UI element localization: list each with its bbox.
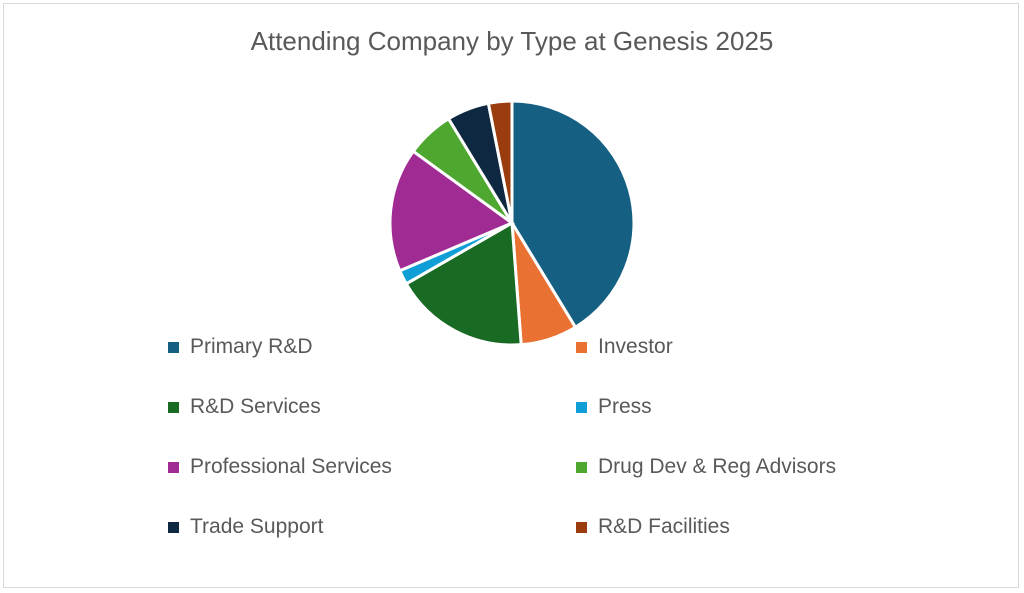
legend-swatch	[168, 461, 179, 473]
legend-swatch	[576, 401, 587, 413]
legend-item: R&D Services	[168, 395, 321, 419]
legend-label: R&D Services	[190, 395, 321, 418]
legend-swatch	[576, 461, 587, 473]
legend-item: R&D Facilities	[576, 515, 730, 539]
legend-swatch	[168, 521, 179, 533]
legend-label: Drug Dev & Reg Advisors	[598, 455, 837, 478]
legend-label: R&D Facilities	[598, 515, 730, 538]
pie-slice-r-d-services	[404, 220, 523, 347]
pie-slice-r-d-facilities	[486, 99, 514, 224]
legend-label: Investor	[598, 335, 673, 358]
legend-swatch	[576, 521, 587, 533]
legend-item: Drug Dev & Reg Advisors	[576, 455, 836, 479]
legend-swatch	[576, 341, 587, 353]
pie-slice-professional-services	[388, 149, 516, 273]
legend-label: Press	[598, 395, 652, 418]
legend-item: Investor	[576, 335, 673, 359]
legend-item: Professional Services	[168, 455, 392, 479]
legend-label: Primary R&D	[190, 335, 313, 358]
legend-label: Trade Support	[190, 515, 324, 538]
chart-title: Attending Company by Type at Genesis 202…	[250, 26, 774, 56]
legend-item: Trade Support	[168, 515, 323, 539]
legend-swatch	[168, 341, 179, 353]
legend-swatch	[168, 401, 179, 413]
legend-item: Primary R&D	[168, 335, 313, 359]
legend-label: Professional Services	[190, 455, 392, 478]
legend-item: Press	[576, 395, 652, 419]
chart-area	[3, 3, 1019, 588]
